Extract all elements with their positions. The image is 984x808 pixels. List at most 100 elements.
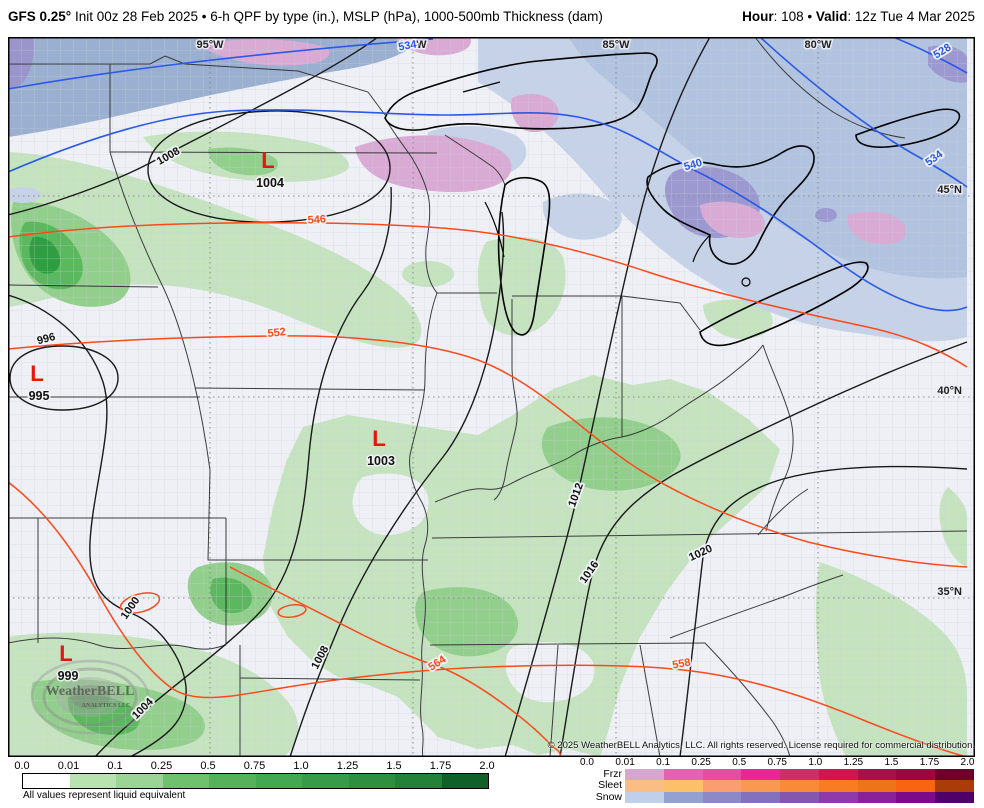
qpf-scale-cell [441,774,488,788]
ptype-cell [857,780,897,792]
qpf-scale-cell [302,774,349,788]
ptype-cell [818,769,858,781]
ptype-cell [896,769,936,781]
ptype-cell [818,791,858,804]
longitude-label: 85°W [602,39,630,51]
ptype-cell [741,780,781,792]
ptype-cell [780,780,819,792]
latitude-label: 40°N [937,385,962,397]
qpf-scale-cell [69,774,116,788]
great-lakes [384,52,961,347]
title-product: Init 00z 28 Feb 2025 • 6-h QPF by type (… [71,9,603,24]
qpf-scale-cell [395,774,442,788]
qpf-scale-cell [23,774,70,788]
ptype-cell [663,780,703,792]
qpf-scale-note: All values represent liquid equivalent [23,790,186,801]
qpf-scale-cell [255,774,302,788]
forecast-map: WeatherBELL ANALYTICS LLC 95°W 90°W 85°W 80… [5,36,975,758]
lake-erie [699,261,869,347]
low-pressure-symbol: L [372,426,385,451]
watermark-sub: ANALYTICS LLC [82,703,131,709]
qpf-tick: 1.0 [293,760,309,772]
isle-royale [462,81,501,93]
contour-label-552: 552 [267,326,287,340]
ptype-row-snow [625,791,974,804]
ptype-cell [780,791,819,804]
ptype-tick: 0.01 [615,757,635,768]
lake-ontario [855,108,961,148]
qpf-tick: 0.01 [57,760,80,772]
ptype-row-label-frzr: Frzr [603,768,622,780]
latitude-label: 45°N [937,184,962,196]
low-pressure-value: 1004 [256,176,284,190]
thickness-lines-cold [7,36,968,312]
header-bar: GFS 0.25° Init 00z 28 Feb 2025 • 6-h QPF… [0,0,984,36]
lake-michigan [497,176,551,336]
ptype-tick: 0.0 [580,757,594,768]
watermark-name: WeatherBELL [46,684,135,699]
contour-label-558: 558 [671,657,691,672]
ptype-row-labels: Frzr Sleet Snow [566,768,622,803]
ptype-cell [857,791,897,804]
model-name: GFS 0.25° [8,9,72,24]
qpf-tick: 0.5 [200,760,216,772]
ptype-color-rows [625,769,974,804]
ptype-tick: 0.5 [732,757,747,768]
lake-st-clair [741,277,751,287]
ptype-tick: 1.5 [884,757,899,768]
ptype-cell [935,791,974,804]
ptype-tick: 1.25 [843,757,864,768]
qpf-tick: 0.0 [14,760,30,772]
ptype-tick: 1.75 [919,757,940,768]
ptype-cell [741,791,781,804]
valid-value: 12z Tue 4 Mar 2025 [854,9,975,24]
ptype-tick: 1.0 [808,757,823,768]
low-pressure-value: 995 [29,389,50,403]
ptype-tick: 0.75 [767,757,787,768]
qpf-scale-cell [348,774,395,788]
low-pressure-value: 999 [58,669,79,683]
qpf-scale-cell [162,774,209,788]
hour-label: Hour [742,9,774,24]
hour-value: 108 [781,9,804,24]
ptype-scale-ticks: 0.0 0.01 0.1 0.25 0.5 0.75 1.0 1.25 1.5 1.75 2.0 [580,757,977,768]
forecast-hour-valid: Hour: 108 • Valid: 12z Tue 4 Mar 2025 [742,9,975,24]
ptype-cell [702,780,742,792]
qpf-tick: 2.0 [479,760,495,772]
ptype-cell [625,791,664,804]
ptype-cell [896,791,936,804]
contour-label-534: 534 [397,38,418,53]
qpf-tick: 0.25 [150,760,173,772]
ptype-cell [625,780,664,792]
ptype-tick: 0.25 [691,757,711,768]
ptype-cell [896,780,936,792]
ptype-cell [935,780,974,792]
ptype-tick: 2.0 [960,757,975,768]
ptype-cell [780,769,819,781]
qpf-scale-cell [209,774,256,788]
weatherbell-watermark: WeatherBELL ANALYTICS LLC [30,659,150,735]
qpf-tick: 1.25 [336,760,359,772]
latitude-label: 35°N [937,586,962,598]
qpf-tick: 0.1 [107,760,123,772]
ptype-row-sleet [625,780,974,792]
mslp-isobars [7,36,968,758]
lake-superior [384,52,658,131]
qpf-tick: 1.5 [386,760,402,772]
ptype-cell [702,791,742,804]
ptype-cell [857,769,897,781]
qpf-scale-cell [116,774,163,788]
low-pressure-symbol: L [261,148,274,173]
ptype-cell [702,769,742,781]
contour-label-546: 546 [307,213,326,226]
ptype-row-frzr [625,769,974,781]
ptype-tick: 0.1 [656,757,671,768]
ptype-cell [818,780,858,792]
copyright-notice: © 2025 WeatherBELL Analytics, LLC. All r… [547,740,975,751]
ptype-row-label-sleet: Sleet [598,779,622,792]
thickness-lines-warm [7,221,968,758]
low-pressure-symbol: L [30,361,43,386]
ptype-cell [663,769,703,781]
longitude-label: 80°W [804,39,832,51]
